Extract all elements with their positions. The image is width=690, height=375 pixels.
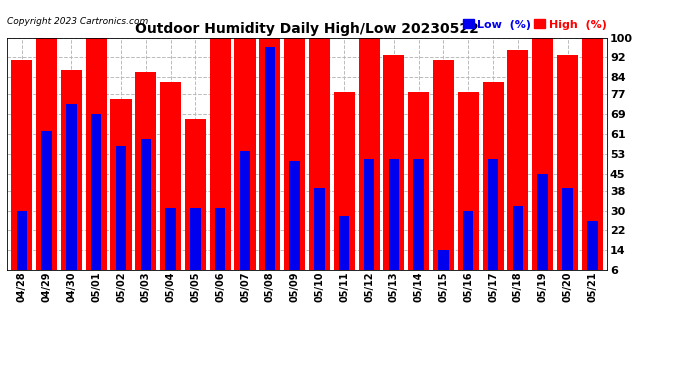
- Bar: [66, 104, 77, 285]
- Bar: [289, 161, 300, 285]
- Bar: [457, 92, 479, 285]
- Bar: [235, 38, 255, 285]
- Bar: [160, 82, 181, 285]
- Bar: [532, 38, 553, 285]
- Bar: [284, 38, 305, 285]
- Bar: [190, 208, 201, 285]
- Bar: [86, 38, 107, 285]
- Bar: [265, 47, 275, 285]
- Bar: [116, 146, 126, 285]
- Legend: Low  (%), High  (%): Low (%), High (%): [462, 20, 607, 30]
- Bar: [210, 38, 230, 285]
- Bar: [240, 151, 250, 285]
- Bar: [359, 38, 380, 285]
- Bar: [135, 72, 157, 285]
- Bar: [36, 38, 57, 285]
- Bar: [513, 206, 523, 285]
- Bar: [408, 92, 429, 285]
- Bar: [582, 38, 603, 285]
- Bar: [141, 139, 151, 285]
- Bar: [438, 250, 449, 285]
- Bar: [110, 99, 132, 285]
- Bar: [309, 38, 330, 285]
- Bar: [562, 188, 573, 285]
- Bar: [507, 50, 529, 285]
- Bar: [334, 92, 355, 285]
- Title: Outdoor Humidity Daily High/Low 20230522: Outdoor Humidity Daily High/Low 20230522: [135, 22, 479, 36]
- Bar: [433, 60, 454, 285]
- Bar: [215, 208, 226, 285]
- Bar: [339, 216, 349, 285]
- Bar: [17, 211, 27, 285]
- Bar: [482, 82, 504, 285]
- Bar: [557, 55, 578, 285]
- Bar: [11, 60, 32, 285]
- Bar: [61, 70, 82, 285]
- Bar: [185, 119, 206, 285]
- Bar: [364, 159, 374, 285]
- Bar: [463, 211, 473, 285]
- Bar: [41, 132, 52, 285]
- Bar: [413, 159, 424, 285]
- Bar: [259, 38, 280, 285]
- Text: Copyright 2023 Cartronics.com: Copyright 2023 Cartronics.com: [7, 17, 148, 26]
- Bar: [488, 159, 498, 285]
- Bar: [384, 55, 404, 285]
- Bar: [587, 220, 598, 285]
- Bar: [388, 159, 399, 285]
- Bar: [166, 208, 176, 285]
- Bar: [538, 174, 548, 285]
- Bar: [91, 114, 101, 285]
- Bar: [314, 188, 325, 285]
